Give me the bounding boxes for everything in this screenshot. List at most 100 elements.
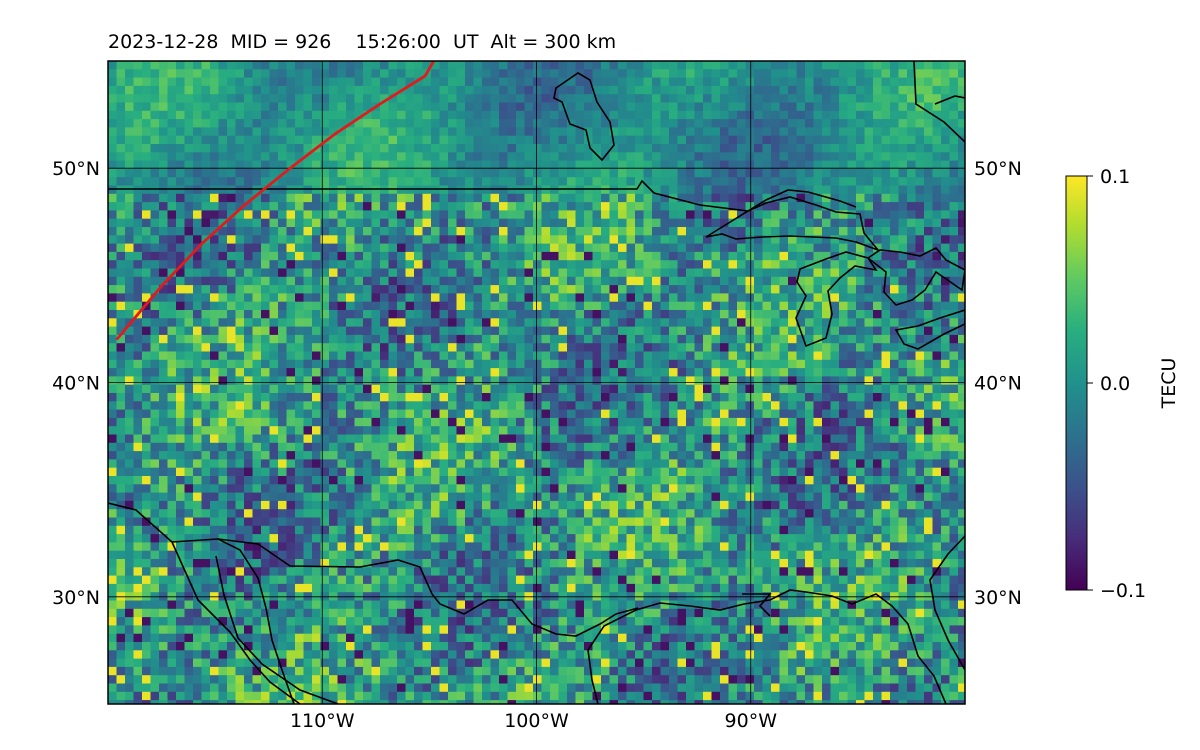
tec-cell <box>346 144 356 153</box>
tec-cell <box>907 326 917 336</box>
tec-cell <box>295 251 305 261</box>
tec-cell <box>329 77 339 87</box>
tec-cell <box>244 409 254 419</box>
tec-cell <box>388 69 398 79</box>
tec-cell <box>652 334 662 344</box>
tec-cell <box>626 251 636 261</box>
tec-cell <box>312 177 322 187</box>
tec-cell <box>388 168 398 178</box>
tec-cell <box>847 85 857 95</box>
tec-cell <box>414 285 424 294</box>
tec-cell <box>558 185 568 195</box>
tec-cell <box>371 384 381 394</box>
tec-cell <box>941 127 951 137</box>
tec-cell <box>337 202 347 211</box>
tec-cell <box>796 251 806 261</box>
tec-cell <box>575 61 585 70</box>
tec-cell <box>711 301 721 311</box>
tec-cell <box>431 268 441 278</box>
tec-cell <box>278 359 288 369</box>
tec-cell <box>414 351 424 361</box>
tec-cell <box>949 227 959 236</box>
tec-cell <box>201 144 211 153</box>
tec-cell <box>499 218 509 228</box>
tec-cell <box>346 343 356 353</box>
tec-cell <box>924 152 934 162</box>
tec-cell <box>737 168 747 178</box>
tec-cell <box>431 144 441 153</box>
tec-cell <box>312 293 322 303</box>
tec-cell <box>312 343 322 353</box>
tec-cell <box>754 310 764 319</box>
tec-cell <box>541 351 551 361</box>
tec-cell <box>711 160 721 170</box>
tec-cell <box>635 376 645 386</box>
tec-cell <box>609 318 619 328</box>
tec-cell <box>108 426 118 436</box>
tec-cell <box>907 334 917 344</box>
tec-cell <box>261 334 271 344</box>
tec-cell <box>244 359 254 369</box>
tec-cell <box>507 193 517 203</box>
tec-cell <box>830 343 840 353</box>
tec-cell <box>329 401 339 411</box>
tec-cell <box>108 459 118 469</box>
tec-cell <box>643 77 653 87</box>
tec-cell <box>193 94 203 104</box>
tec-cell <box>541 160 551 170</box>
tec-cell <box>839 193 849 203</box>
tec-cell <box>949 61 959 70</box>
tec-cell <box>805 127 815 137</box>
tec-cell <box>754 276 764 286</box>
tec-cell <box>567 135 577 145</box>
tec-cell <box>575 359 585 369</box>
tec-cell <box>796 451 806 460</box>
tec-cell <box>805 119 815 128</box>
tec-cell <box>669 110 679 120</box>
tec-cell <box>490 119 500 128</box>
tec-cell <box>720 310 730 319</box>
tec-cell <box>686 127 696 137</box>
tec-cell <box>728 318 738 328</box>
tec-cell <box>558 409 568 419</box>
tec-cell <box>805 334 815 344</box>
tec-cell <box>133 119 143 128</box>
tec-cell <box>567 85 577 95</box>
tec-cell <box>116 285 126 294</box>
tec-cell <box>295 451 305 460</box>
tec-cell <box>184 401 194 411</box>
tec-cell <box>771 318 781 328</box>
tec-cell <box>932 417 942 427</box>
tec-cell <box>388 243 398 253</box>
tec-cell <box>822 85 832 95</box>
tec-cell <box>864 318 874 328</box>
tec-cell <box>805 177 815 187</box>
tec-cell <box>346 451 356 460</box>
tec-cell <box>788 102 798 112</box>
tec-cell <box>507 85 517 95</box>
tec-cell <box>754 168 764 178</box>
tec-cell <box>371 119 381 128</box>
tec-cell <box>856 393 866 402</box>
tec-cell <box>193 268 203 278</box>
tec-cell <box>762 268 772 278</box>
tec-cell <box>541 401 551 411</box>
tec-cell <box>303 260 313 270</box>
tec-cell <box>830 94 840 104</box>
tec-cell <box>915 218 925 228</box>
tec-cell <box>728 451 738 460</box>
tec-cell <box>686 351 696 361</box>
tec-cell <box>133 276 143 286</box>
tec-cell <box>363 351 373 361</box>
tec-cell <box>915 268 925 278</box>
tec-cell <box>252 77 262 87</box>
tec-cell <box>499 243 509 253</box>
tec-cell <box>813 243 823 253</box>
tec-cell <box>329 110 339 120</box>
tec-cell <box>397 260 407 270</box>
tec-cell <box>873 85 883 95</box>
tec-cell <box>567 193 577 203</box>
tec-cell <box>779 102 789 112</box>
tec-cell <box>312 251 322 261</box>
tec-cell <box>159 251 169 261</box>
